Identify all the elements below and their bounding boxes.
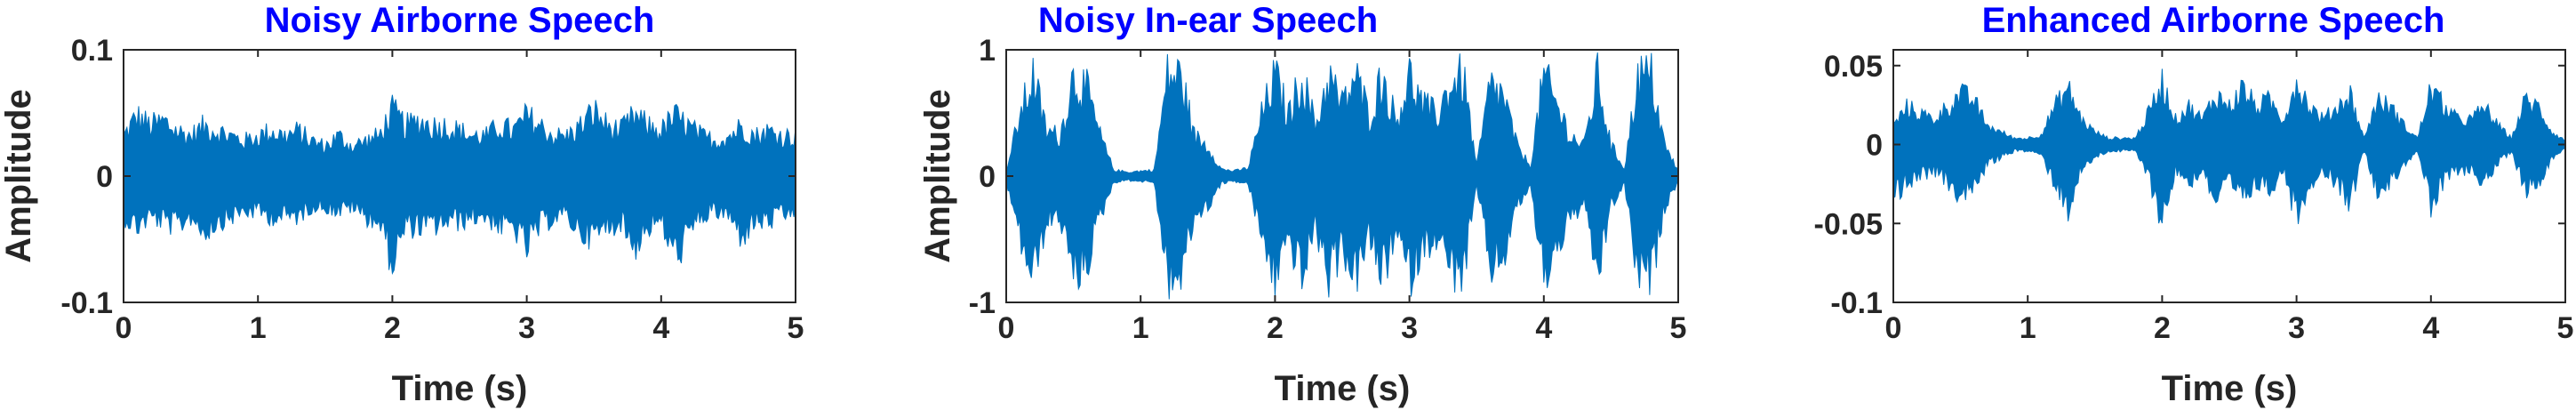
- x-axis-label: Time (s): [2162, 369, 2298, 408]
- y-tick-label: -0.05: [1814, 207, 1884, 241]
- y-tick-label: 0.05: [1824, 50, 1883, 84]
- x-axis-label: Time (s): [392, 369, 528, 408]
- x-tick-label: 1: [1132, 311, 1149, 345]
- chart-title: Enhanced Airborne Speech: [1982, 1, 2445, 40]
- waveform-series: [1892, 68, 2566, 224]
- x-ticks: 0 1 2 3 4 5: [1885, 50, 2574, 345]
- waveform-marks: [1892, 68, 2566, 224]
- x-tick-label: 5: [2557, 311, 2574, 345]
- chart-title: Noisy In-ear Speech: [1038, 1, 1378, 40]
- waveform-series: [123, 94, 796, 276]
- x-ticks: 0 1 2 3 4 5: [116, 50, 804, 345]
- x-tick-label: 0: [116, 311, 132, 345]
- panel-enhanced-airborne: Enhanced Airborne Speech 0 1 2 3 4 5 -0.1 -0.0…: [1814, 1, 2574, 408]
- waveform-marks: [1005, 52, 1679, 300]
- x-tick-label: 4: [1535, 311, 1552, 345]
- x-tick-label: 5: [788, 311, 804, 345]
- y-tick-label: 1: [979, 34, 996, 68]
- chart-title: Noisy Airborne Speech: [265, 1, 655, 40]
- x-tick-label: 4: [652, 311, 669, 345]
- x-tick-label: 3: [2288, 311, 2305, 345]
- y-axis-label: Amplitude: [0, 89, 38, 263]
- x-tick-label: 0: [1885, 311, 1902, 345]
- y-tick-label: 0: [1866, 129, 1883, 163]
- y-axis-label: Amplitude: [918, 89, 957, 263]
- x-tick-label: 1: [2020, 311, 2036, 345]
- x-tick-label: 0: [998, 311, 1015, 345]
- y-tick-label: 0: [979, 160, 996, 194]
- y-ticks: -1 0 1: [969, 34, 1678, 320]
- x-tick-label: 1: [250, 311, 267, 345]
- waveform-series: [1005, 52, 1679, 300]
- x-axis-label: Time (s): [1275, 369, 1411, 408]
- y-ticks: -0.1 -0.05 0 0.05: [1814, 50, 2565, 320]
- y-tick-label: -0.1: [1830, 286, 1883, 320]
- axes-frame: [1892, 49, 2566, 303]
- waveform-marks: [123, 94, 796, 276]
- y-tick-label: -0.1: [60, 286, 113, 320]
- x-tick-label: 2: [2154, 311, 2171, 345]
- x-tick-label: 2: [1267, 311, 1284, 345]
- x-tick-label: 2: [384, 311, 401, 345]
- y-ticks: -0.1 0 0.1: [60, 34, 796, 320]
- y-tick-label: 0: [96, 160, 113, 194]
- x-tick-label: 5: [1670, 311, 1687, 345]
- x-tick-label: 3: [518, 311, 535, 345]
- x-tick-label: 4: [2422, 311, 2439, 345]
- x-ticks: 0 1 2 3 4 5: [998, 50, 1687, 345]
- y-tick-label: -1: [969, 286, 996, 320]
- x-tick-label: 3: [1401, 311, 1418, 345]
- y-tick-label: 0.1: [71, 34, 113, 68]
